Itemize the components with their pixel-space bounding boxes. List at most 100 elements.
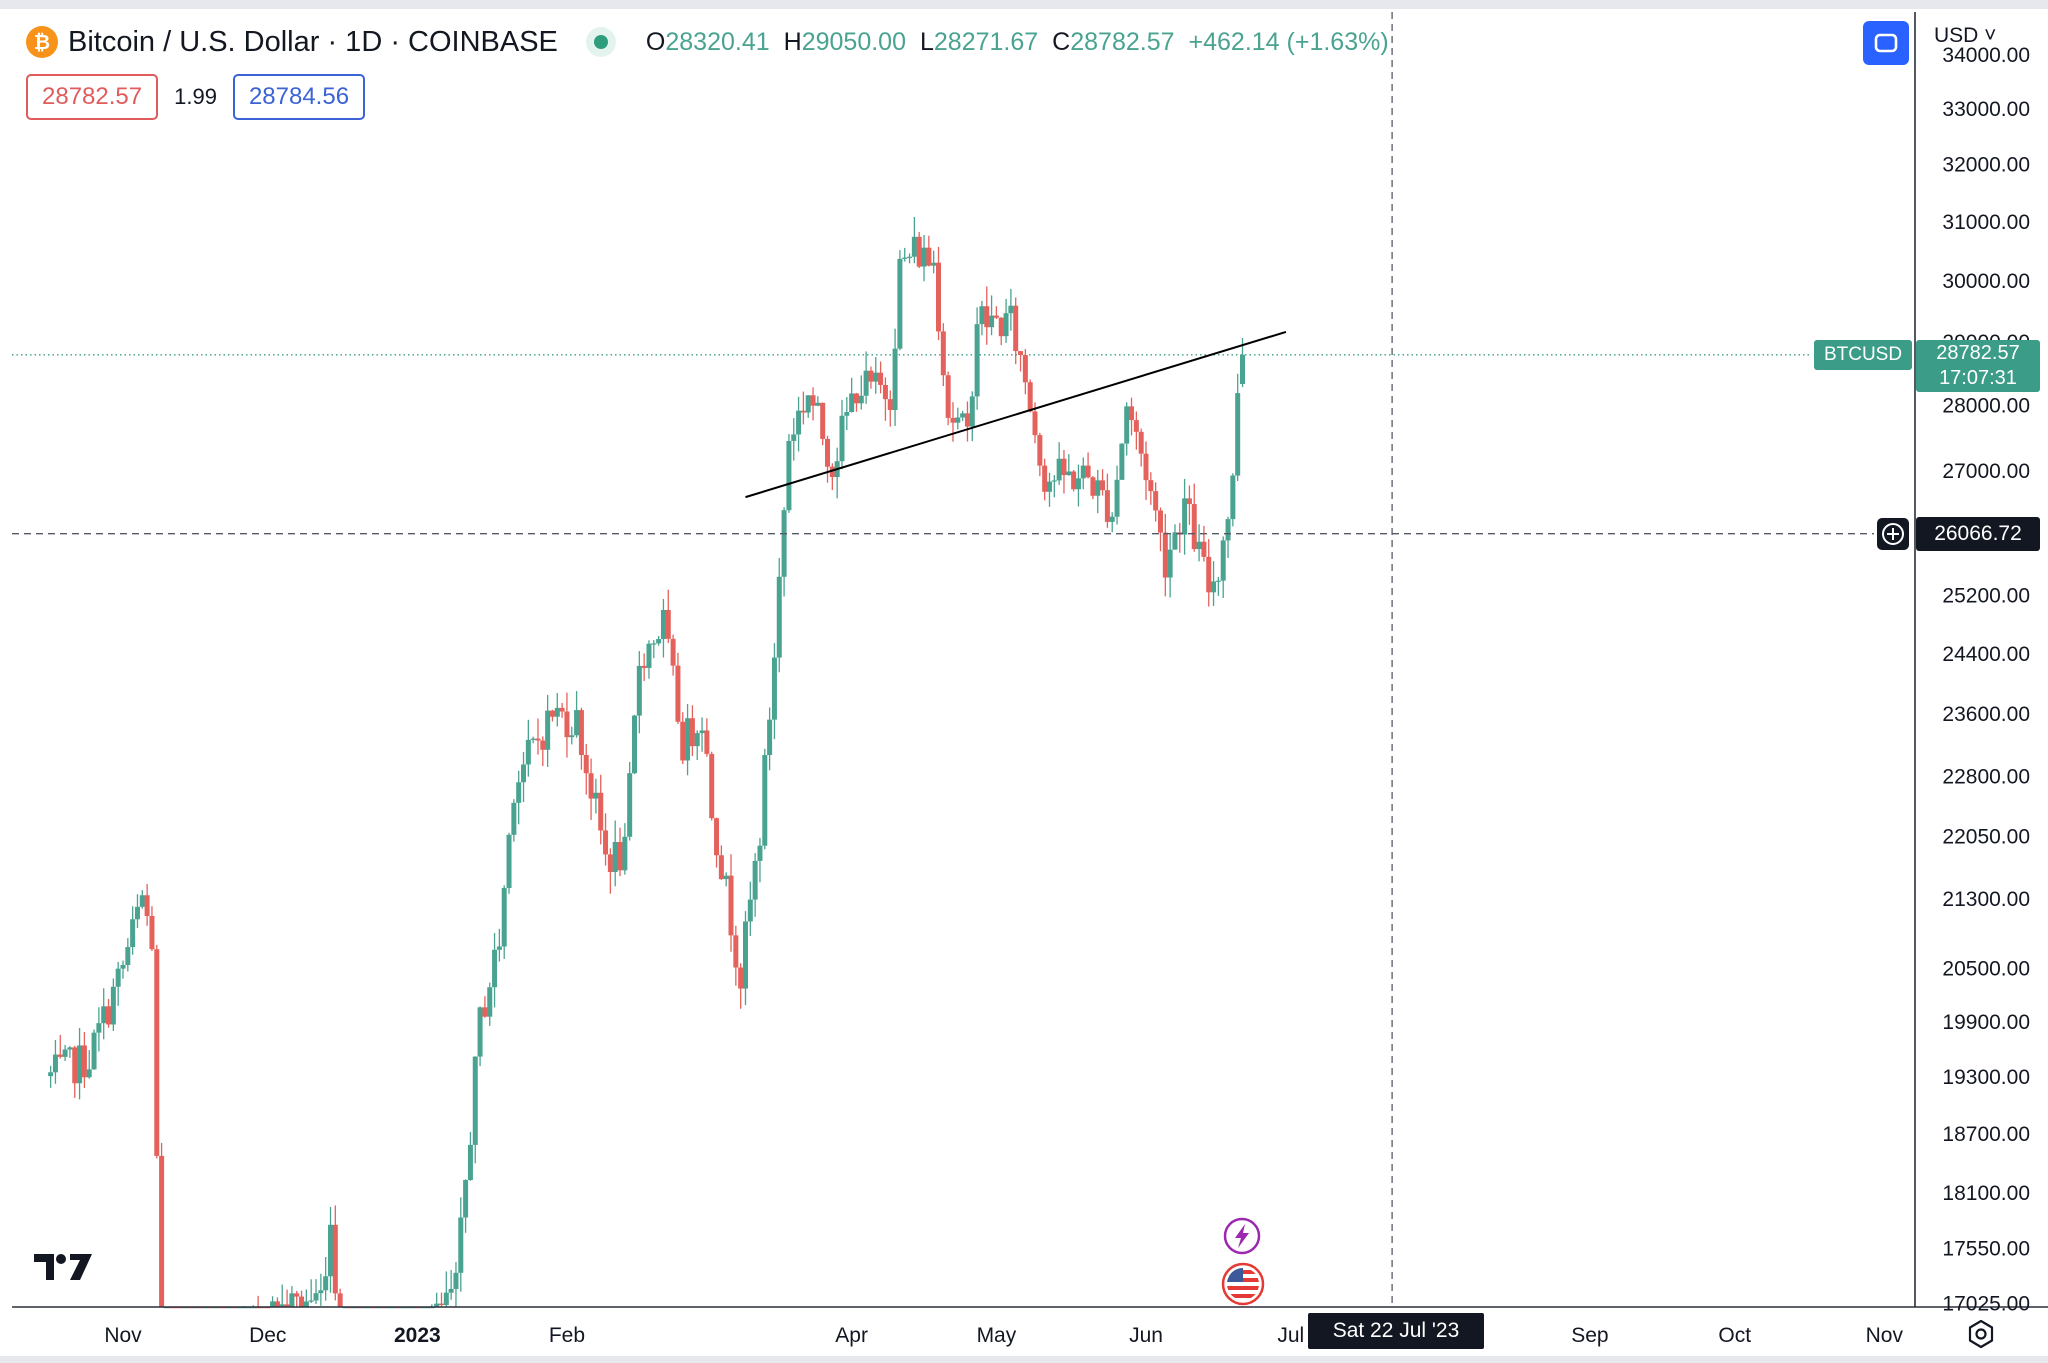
candle (796, 396, 802, 452)
candle (1172, 524, 1178, 550)
candle (453, 1262, 459, 1307)
candle (144, 883, 150, 926)
candle (646, 640, 652, 679)
candle (844, 397, 850, 431)
candle (1230, 473, 1236, 527)
market-status-icon[interactable] (585, 27, 616, 57)
last-price-value: 28782.57 (1936, 342, 2020, 364)
candle (1071, 470, 1077, 492)
trendline[interactable] (745, 330, 1287, 499)
candle (1124, 402, 1130, 456)
price-tick-label: 18700.00 (1942, 1123, 2030, 1146)
candle (815, 396, 821, 407)
candle (496, 928, 502, 962)
candle (926, 235, 932, 267)
tradingview-logo-icon[interactable] (34, 1252, 92, 1282)
candle (81, 1032, 87, 1089)
candle (868, 366, 874, 389)
candle (274, 1297, 280, 1307)
candle (1061, 449, 1067, 494)
time-tick-label: Feb (549, 1324, 585, 1347)
price-tick-label: 18100.00 (1942, 1182, 2030, 1205)
sell-price-button[interactable]: 28782.57 (26, 74, 159, 120)
candle (303, 1289, 309, 1307)
add-alert-button[interactable] (1877, 518, 1909, 550)
candle (1167, 534, 1173, 598)
candle (685, 704, 691, 776)
price-tick-label: 34000.00 (1942, 44, 2030, 67)
candle (1215, 576, 1221, 596)
price-tick-label: 17550.00 (1942, 1238, 2030, 1261)
candle (1027, 379, 1033, 413)
candle (549, 709, 555, 722)
layout-button[interactable] (1863, 21, 1909, 65)
candle (472, 1056, 478, 1164)
candle (1211, 561, 1217, 606)
time-tick-label: Dec (249, 1324, 286, 1347)
top-border (0, 0, 2048, 9)
candle (936, 246, 942, 341)
candle (989, 295, 995, 336)
candle (955, 407, 961, 430)
candle (1056, 442, 1062, 485)
candle (96, 1007, 102, 1052)
candle (940, 323, 946, 387)
candle (434, 1292, 440, 1307)
last-price-tag: 28782.57 17:07:31 (1916, 340, 2040, 392)
candle (680, 712, 686, 765)
candle (742, 911, 748, 1006)
candle (825, 435, 831, 483)
candle (443, 1271, 449, 1307)
candle (1114, 465, 1120, 525)
candle (545, 694, 551, 768)
time-tick-label: Apr (835, 1324, 868, 1347)
candle (593, 778, 599, 814)
candle (660, 598, 666, 658)
candle (791, 418, 797, 461)
candle (1042, 458, 1048, 501)
candle (1119, 443, 1125, 481)
currency-select[interactable]: USD ˅ (1934, 24, 1997, 47)
candle (598, 774, 604, 845)
candle (776, 557, 782, 673)
candle (670, 634, 676, 676)
price-tick-label: 19300.00 (1942, 1066, 2030, 1089)
us-flag-icon[interactable] (1221, 1262, 1265, 1306)
candle (1046, 472, 1052, 507)
candle (1153, 482, 1159, 522)
candle (477, 1006, 483, 1067)
candle (675, 652, 681, 724)
candle (1085, 452, 1091, 479)
candle (714, 817, 720, 868)
candle (535, 718, 541, 755)
settings-icon[interactable] (1965, 1318, 1997, 1350)
candle (1220, 536, 1226, 599)
candle (603, 813, 609, 866)
candle (1008, 288, 1014, 331)
price-tick-label: 31000.00 (1942, 211, 2030, 234)
candle (1240, 338, 1246, 388)
lightning-icon[interactable] (1223, 1217, 1261, 1255)
candle (482, 996, 488, 1018)
candle (294, 1290, 300, 1307)
time-tick-label: Jul (1277, 1324, 1304, 1347)
candle (1157, 507, 1163, 552)
candle (578, 707, 584, 770)
candle (945, 371, 951, 426)
buy-price-button[interactable]: 28784.56 (232, 74, 366, 120)
candle (863, 351, 869, 404)
candle (641, 653, 647, 682)
candle (569, 726, 575, 745)
symbol-title[interactable]: Bitcoin / U.S. Dollar · 1D · COINBASE (68, 25, 558, 58)
candle (1095, 469, 1101, 514)
candle (120, 960, 126, 979)
candle (786, 434, 792, 513)
candle (747, 881, 753, 936)
candle (52, 1040, 58, 1084)
candle (564, 692, 570, 758)
candle (86, 1050, 92, 1079)
candle (154, 944, 160, 1159)
ohlc-open: O28320.41 (645, 27, 770, 56)
